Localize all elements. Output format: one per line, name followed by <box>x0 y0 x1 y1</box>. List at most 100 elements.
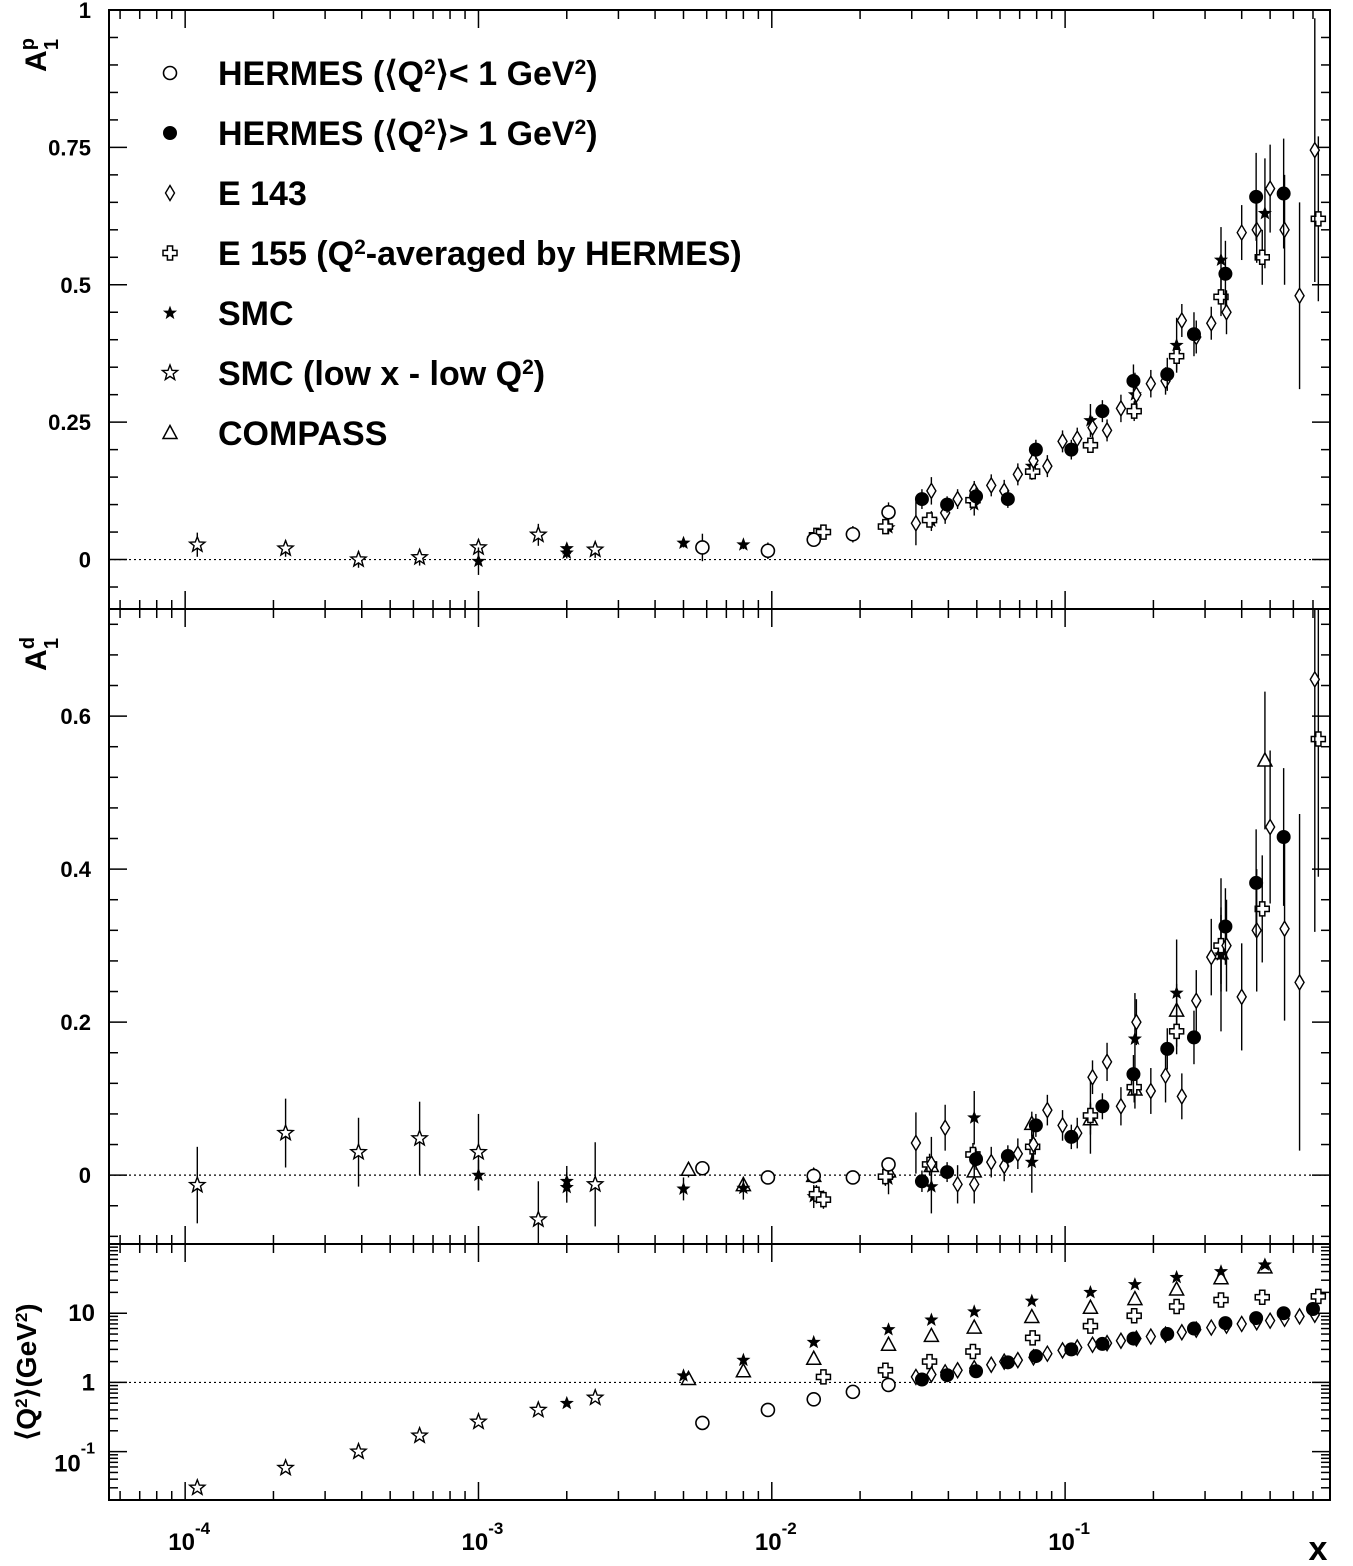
data-point-open-triangle <box>923 1326 940 1343</box>
data-point-filled-circle <box>1028 1349 1043 1364</box>
data-point-filled-star <box>736 537 751 551</box>
data-point-open-star <box>276 1123 296 1142</box>
superscript: 2 <box>424 116 436 139</box>
data-point-filled-circle <box>1249 189 1264 204</box>
data-point-filled-circle <box>1028 1118 1043 1133</box>
data-point-open-circle <box>695 1160 710 1176</box>
data-point-open-cross <box>1126 403 1142 419</box>
data-point-open-diamond <box>926 1365 937 1384</box>
data-point-open-cross <box>1254 1289 1270 1306</box>
data-point-open-diamond <box>1294 286 1305 305</box>
series-open-star <box>187 1098 605 1244</box>
panel-a1d-y-ticks: 0 0.2 0.4 0.6 <box>60 623 1330 1238</box>
series-filled-circle <box>914 768 1291 1192</box>
text-part: ) <box>11 1303 42 1312</box>
data-point-open-star <box>410 1128 430 1147</box>
text-part: HERMES (⟨Q <box>218 55 424 93</box>
panel-a1d-y-axis-label: Ad 1 <box>17 637 63 671</box>
data-point-open-cross <box>877 518 894 535</box>
data-point-open-cross <box>1310 731 1327 747</box>
data-point-filled-circle <box>1000 1355 1015 1370</box>
text-part: SMC (low x - low Q <box>218 355 522 393</box>
data-point-filled-circle <box>1186 1321 1201 1336</box>
y-axis-title: Ap 1 <box>17 38 63 72</box>
series-filled-star <box>471 158 1272 575</box>
data-point-open-cross <box>1168 1023 1185 1040</box>
data-point-filled-circle <box>1095 404 1110 419</box>
data-point-open-star <box>585 539 605 558</box>
legend-label: COMPASS <box>218 415 387 453</box>
data-point-open-diamond <box>1115 399 1127 418</box>
x-tick-label: 10-3 <box>462 1519 504 1556</box>
data-point-open-diamond <box>1101 1053 1113 1071</box>
panel-a1p-marks <box>187 18 1327 575</box>
panel-a1d-marks <box>187 609 1327 1244</box>
legend-item: COMPASS <box>161 415 387 453</box>
x-axis-title: x <box>1309 1530 1328 1566</box>
y-tick-label: 0 <box>79 1163 91 1188</box>
data-point-open-triangle <box>1082 1298 1099 1314</box>
data-point-open-cross <box>815 524 832 540</box>
data-point-open-circle <box>881 504 896 520</box>
legend-marker-filled-circle <box>163 126 177 140</box>
data-point-filled-circle <box>1186 327 1201 342</box>
data-point-open-star <box>585 1387 605 1406</box>
data-point-filled-star <box>1127 1277 1142 1291</box>
data-point-filled-star <box>1257 1257 1272 1271</box>
y-tick-label: 1 <box>79 0 91 23</box>
legend-label: SMC (low x - low Q2) <box>218 355 545 393</box>
data-point-open-cross <box>1168 348 1185 364</box>
data-point-open-diamond <box>1115 1331 1127 1350</box>
data-point-open-cross <box>1126 1307 1142 1324</box>
data-point-open-diamond <box>1176 1087 1188 1106</box>
text-part: ) <box>586 55 597 93</box>
data-point-open-diamond <box>1160 1066 1171 1085</box>
data-point-open-cross <box>815 1369 832 1385</box>
legend-marker-open-triangle <box>161 423 179 440</box>
data-point-open-cross <box>1168 1298 1185 1315</box>
series-filled-circle <box>914 1302 1320 1387</box>
text-part: ⟩(GeV <box>11 1322 42 1399</box>
data-point-open-diamond <box>910 514 922 533</box>
legend-marker-open-star <box>160 363 180 382</box>
data-point-filled-star <box>967 1304 982 1318</box>
data-point-filled-star <box>806 1334 821 1349</box>
legend-marker-open-diamond <box>164 184 176 202</box>
data-point-open-cross <box>1082 1318 1099 1334</box>
data-point-open-cross <box>1213 289 1229 305</box>
data-point-open-cross <box>965 1343 981 1360</box>
data-point-filled-circle <box>1064 442 1079 457</box>
legend-marker-open-cross <box>162 245 178 261</box>
data-point-open-circle <box>881 1377 896 1393</box>
panel-a1p: 00.250.50.751 Ap 1 HERMES (⟨Q2⟩< 1 GeV2)H… <box>17 0 1331 610</box>
data-point-open-diamond <box>1042 1344 1053 1363</box>
data-point-filled-star <box>559 1395 574 1410</box>
data-point-open-diamond <box>1279 220 1290 239</box>
data-point-open-star <box>349 549 368 568</box>
data-point-filled-circle <box>1276 1306 1291 1321</box>
tick-exponent: -4 <box>195 1519 211 1538</box>
data-point-open-diamond <box>1012 1351 1024 1369</box>
data-point-filled-circle <box>1249 875 1264 890</box>
data-point-filled-circle <box>1160 1327 1175 1342</box>
data-point-open-diamond <box>1264 1311 1276 1330</box>
superscript: 2 <box>12 1398 31 1407</box>
data-point-open-diamond <box>1236 988 1248 1006</box>
data-point-open-diamond <box>1236 1315 1248 1333</box>
series-open-circle <box>695 1157 896 1185</box>
data-point-open-cross <box>1126 1079 1142 1095</box>
data-point-open-diamond <box>910 1134 922 1152</box>
data-point-filled-star <box>1169 985 1184 1000</box>
y-title-main: A <box>20 649 53 671</box>
data-point-open-star <box>528 1400 548 1419</box>
data-point-open-diamond <box>1145 1082 1157 1100</box>
data-point-filled-circle <box>969 1364 984 1379</box>
data-point-open-diamond <box>1145 1327 1157 1346</box>
legend: HERMES (⟨Q2⟩< 1 GeV2)HERMES (⟨Q2⟩> 1 GeV… <box>160 55 742 453</box>
series-filled-circle <box>914 138 1291 513</box>
data-point-filled-star <box>924 1312 939 1326</box>
legend-item: E 155 (Q2-averaged by HERMES) <box>162 235 742 273</box>
data-point-filled-circle <box>914 1174 929 1189</box>
data-point-open-cross <box>1024 1330 1041 1346</box>
